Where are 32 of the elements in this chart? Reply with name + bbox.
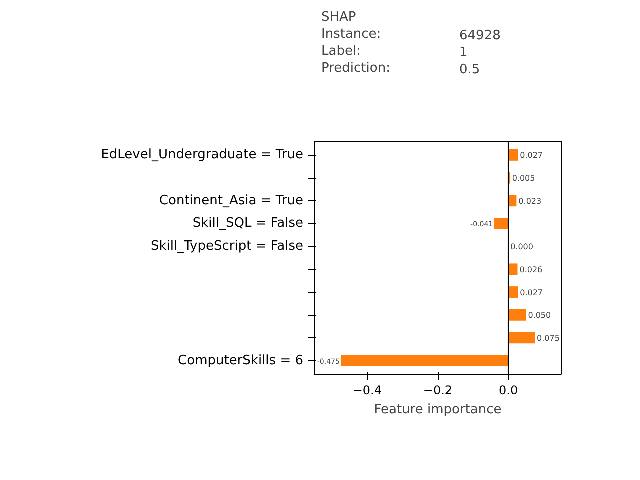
data-label: 0.050 bbox=[528, 311, 552, 320]
chart-title: SHAP bbox=[322, 10, 356, 25]
bar bbox=[508, 309, 526, 321]
data-label: 0.027 bbox=[520, 288, 544, 298]
bar bbox=[508, 286, 518, 298]
text: 0.5 bbox=[460, 62, 480, 78]
x-tick-label: 0.0 bbox=[499, 384, 518, 398]
y-tick-label: Skill_TypeScript = False bbox=[151, 239, 304, 254]
text: Prediction: bbox=[322, 61, 390, 76]
text: 64928 bbox=[460, 28, 501, 44]
bar bbox=[494, 218, 509, 230]
data-label: 0.000 bbox=[510, 242, 534, 252]
data-label: 0.005 bbox=[512, 174, 536, 184]
data-label: 0.027 bbox=[520, 151, 544, 160]
bar bbox=[340, 355, 509, 367]
y-tick-label: EdLevel_Undergraduate = True bbox=[101, 148, 304, 163]
text: Instance: bbox=[322, 27, 382, 42]
y-tick-label: ComputerSkills = 6 bbox=[178, 353, 304, 368]
bar bbox=[508, 149, 518, 161]
y-tick-label: Skill_SQL = False bbox=[192, 216, 304, 232]
bar bbox=[508, 264, 518, 276]
bar bbox=[508, 195, 517, 207]
data-label: 0.075 bbox=[537, 334, 560, 343]
x-axis-title: Feature importance bbox=[374, 402, 502, 418]
bar bbox=[508, 332, 536, 344]
x-tick-label: −0.4 bbox=[352, 384, 382, 398]
data-label: 0.026 bbox=[520, 265, 543, 274]
text: Label: bbox=[322, 44, 361, 59]
data-label: 0.023 bbox=[518, 196, 542, 206]
text: 1 bbox=[460, 46, 468, 60]
y-tick-label: Continent_Asia = True bbox=[159, 193, 304, 208]
x-tick-label: −0.2 bbox=[423, 384, 453, 398]
